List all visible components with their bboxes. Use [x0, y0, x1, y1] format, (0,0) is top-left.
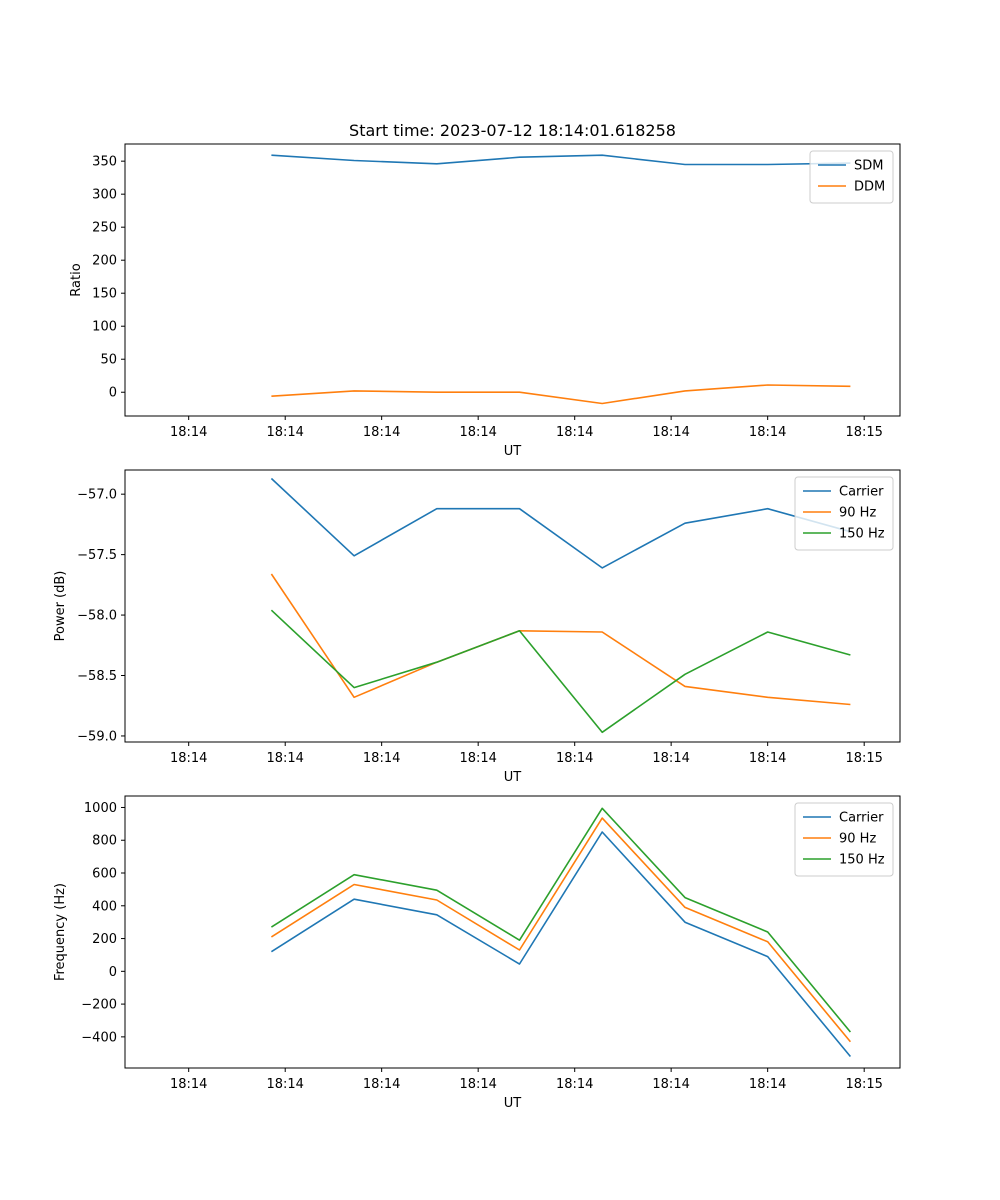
- chart-panel-1: Start time: 2023-07-12 18:14:01.618258 18…: [69, 121, 901, 459]
- axes-frame: [124, 795, 901, 1069]
- y-tick-label: −57.5: [77, 548, 117, 563]
- x-axis-label: UT: [504, 770, 522, 785]
- x-tick-label: 18:14: [363, 1077, 400, 1092]
- x-tick-label: 18:14: [170, 751, 207, 766]
- chart-panel-3: 18:14 18:14 18:14 18:14 18:14 18:14 18:14 18:15…: [53, 795, 901, 1111]
- y-tick-label: 0: [109, 386, 117, 401]
- x-tick-label: 18:14: [749, 425, 786, 440]
- x-axis-label: UT: [504, 444, 522, 459]
- x-tick-label: 18:14: [170, 1077, 207, 1092]
- legend-box: [794, 802, 894, 877]
- x-tick-label: 18:14: [459, 1077, 496, 1092]
- legend-label: 90 Hz: [839, 506, 876, 521]
- y-tick-label: 800: [92, 834, 117, 849]
- x-tick-label: 18:14: [652, 751, 689, 766]
- legend-label: Carrier: [839, 485, 884, 500]
- legend-label: Carrier: [839, 811, 884, 826]
- x-tick-label: 18:14: [556, 1077, 593, 1092]
- x-tick-label: 18:14: [652, 1077, 689, 1092]
- legend-label: 150 Hz: [839, 527, 885, 542]
- x-tick-label: 18:14: [749, 751, 786, 766]
- legend: SDM DDM: [809, 150, 894, 204]
- series-line-carrier: [270, 831, 852, 1058]
- legend-box: [794, 476, 894, 551]
- y-tick-label: −400: [81, 1030, 117, 1045]
- y-tick-label: 1000: [84, 801, 117, 816]
- y-tick-label: 250: [92, 221, 117, 236]
- legend-label: 90 Hz: [839, 832, 876, 847]
- x-tick-label: 18:14: [266, 751, 303, 766]
- x-tick-label: 18:14: [170, 425, 207, 440]
- x-tick-label: 18:14: [556, 751, 593, 766]
- y-tick-label: −58.5: [77, 669, 117, 684]
- x-tick-label: 18:14: [363, 751, 400, 766]
- y-tick-label: −58.0: [77, 609, 117, 624]
- y-tick-label: 0: [109, 965, 117, 980]
- legend: Carrier 90 Hz 150 Hz: [794, 802, 894, 877]
- x-axis-label: UT: [504, 1096, 522, 1111]
- y-tick-label: 350: [92, 155, 117, 170]
- y-tick-label: −59.0: [77, 729, 117, 744]
- chart-title: Start time: 2023-07-12 18:14:01.618258: [349, 121, 676, 140]
- x-tick-label: 18:15: [845, 1077, 882, 1092]
- y-tick-label: 400: [92, 899, 117, 914]
- series-line-90-hz: [270, 817, 852, 1043]
- series-line-carrier: [270, 477, 851, 569]
- x-tick-label: 18:14: [749, 1077, 786, 1092]
- y-axis-label: Ratio: [69, 263, 84, 296]
- chart-panel-2: 18:14 18:14 18:14 18:14 18:14 18:14 18:14 18:15…: [53, 469, 901, 785]
- y-tick-label: 600: [92, 867, 117, 882]
- legend: Carrier 90 Hz 150 Hz: [794, 476, 894, 551]
- series-line-150-hz: [270, 807, 852, 1033]
- y-tick-label: −200: [81, 998, 117, 1013]
- x-tick-label: 18:14: [556, 425, 593, 440]
- y-tick-label: 50: [100, 353, 117, 368]
- y-tick-label: 150: [92, 287, 117, 302]
- legend-label: 150 Hz: [839, 853, 885, 868]
- x-tick-label: 18:15: [845, 751, 882, 766]
- x-tick-label: 18:14: [459, 425, 496, 440]
- y-tick-label: 300: [92, 188, 117, 203]
- series-line-ddm: [271, 384, 851, 405]
- y-axis-label: Frequency (Hz): [53, 883, 68, 981]
- x-tick-label: 18:14: [459, 751, 496, 766]
- series-line-90-hz: [270, 573, 851, 706]
- x-tick-label: 18:14: [266, 1077, 303, 1092]
- x-tick-label: 18:15: [845, 425, 882, 440]
- legend-box: [809, 150, 894, 204]
- x-tick-label: 18:14: [652, 425, 689, 440]
- y-tick-label: 100: [92, 320, 117, 335]
- y-tick-label: 200: [92, 254, 117, 269]
- x-tick-label: 18:14: [266, 425, 303, 440]
- y-axis-label: Power (dB): [53, 571, 68, 642]
- legend-label: SDM: [854, 159, 883, 174]
- series-line-150-hz: [270, 609, 851, 734]
- axes-frame: [124, 143, 901, 417]
- axes-frame: [124, 469, 901, 743]
- series-line-sdm: [271, 154, 851, 166]
- y-tick-label: 200: [92, 932, 117, 947]
- y-tick-label: −57.0: [77, 488, 117, 503]
- x-tick-label: 18:14: [363, 425, 400, 440]
- legend-label: DDM: [854, 180, 885, 195]
